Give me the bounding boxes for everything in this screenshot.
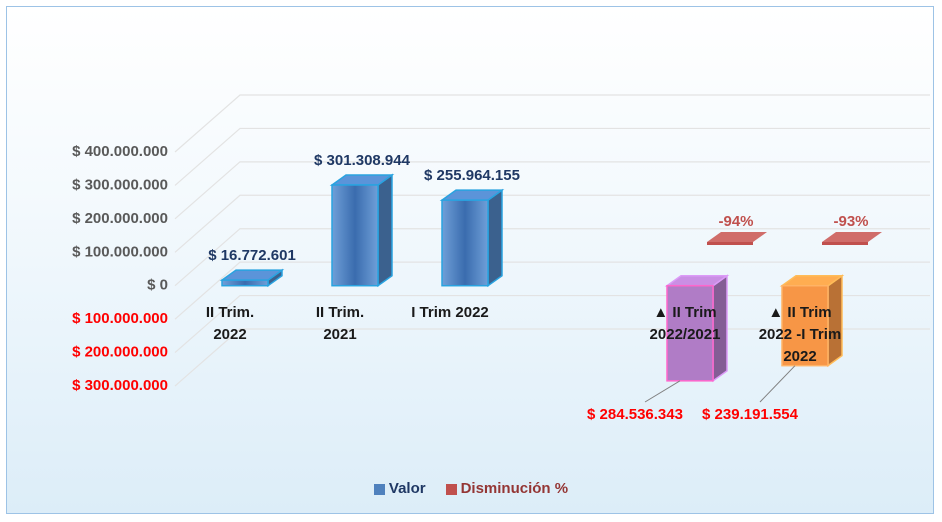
value-label: $ 16.772.601 <box>208 247 296 264</box>
legend: Valor Disminución % <box>0 480 942 497</box>
value-label: -93% <box>833 213 868 230</box>
bar-front <box>331 184 379 287</box>
bar <box>329 173 395 288</box>
y-tick-label: $ 100.000.000 <box>72 310 168 327</box>
leader-line <box>759 365 796 403</box>
bar <box>219 268 285 288</box>
bar-side <box>377 173 393 288</box>
y-tick-label: $ 300.000.000 <box>72 176 168 193</box>
grid-line <box>174 194 930 253</box>
bar <box>779 274 845 368</box>
grid-line <box>174 127 930 186</box>
y-tick-label: $ 100.000.000 <box>72 243 168 260</box>
bar <box>439 188 505 288</box>
y-tick-label: $ 0 <box>147 277 168 294</box>
leader-line <box>644 380 681 403</box>
x-tick-label: ▲ II Trim 2022/2021 <box>649 304 721 343</box>
y-tick-label: $ 400.000.000 <box>72 143 168 160</box>
grid-line <box>174 261 930 320</box>
legend-swatch <box>373 483 385 495</box>
x-tick-label: I Trim 2022 <box>411 304 489 321</box>
x-tick-label: II Trim. 2021 <box>315 304 365 343</box>
legend-item: Disminución % <box>445 480 569 497</box>
x-tick-label: II Trim. 2022 <box>205 304 255 343</box>
pct-bar <box>822 232 882 245</box>
grid-line <box>174 94 930 153</box>
value-label: $ 239.191.554 <box>702 406 799 423</box>
pct-bar-top <box>707 232 767 242</box>
value-label: $ 284.536.343 <box>587 406 683 423</box>
y-tick-label: $ 200.000.000 <box>72 344 168 361</box>
grid-line <box>174 161 930 220</box>
y-tick-label: $ 300.000.000 <box>72 377 168 394</box>
value-label: $ 301.308.944 <box>314 152 411 169</box>
value-label: $ 255.964.155 <box>424 167 520 184</box>
bar-front <box>666 284 714 382</box>
bar-front <box>781 284 829 367</box>
pct-bar-front <box>822 242 868 245</box>
y-tick-label: $ 200.000.000 <box>72 210 168 227</box>
legend-label: Disminución % <box>460 480 569 497</box>
bar-front <box>441 199 489 287</box>
grid-line <box>174 228 930 287</box>
pct-bar <box>707 232 767 245</box>
pct-bar-top <box>822 232 882 242</box>
pct-bar-front <box>707 242 753 245</box>
bar-front <box>221 279 269 287</box>
legend-item: Valor <box>373 480 426 497</box>
x-tick-label: ▲ II Trim 2022 -I Trim 2022 <box>758 304 842 365</box>
bar-side <box>487 188 503 288</box>
bar <box>664 274 730 383</box>
legend-label: Valor <box>388 480 426 497</box>
value-label: -94% <box>718 213 753 230</box>
legend-swatch <box>445 483 457 495</box>
